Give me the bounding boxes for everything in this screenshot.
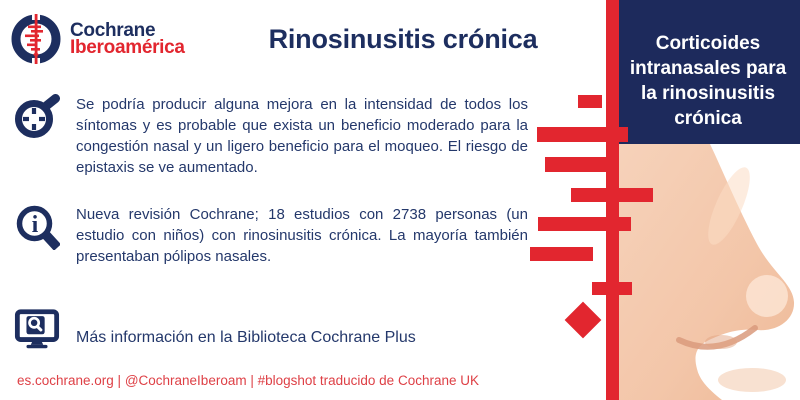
- forest-plot-bar: [537, 127, 628, 142]
- cochrane-logo-icon: [11, 13, 61, 65]
- side-panel: Corticoides intranasales para la rinosin…: [616, 0, 800, 144]
- brand-cochrane: Cochrane: [70, 20, 156, 41]
- more-info-section: Más información en la Biblioteca Cochran…: [14, 306, 530, 349]
- brand-iberoamerica: Iberoamérica: [70, 37, 185, 58]
- nose-photo: [617, 144, 800, 400]
- target-magnifier-icon: [15, 94, 60, 138]
- findings-section: Se podría producir alguna mejora en la i…: [14, 94, 530, 178]
- review-section: i Nueva revisión Cochrane; 18 estudios c…: [14, 204, 530, 267]
- svg-text:i: i: [32, 212, 39, 238]
- cochrane-logo: Cochrane Iberoamérica: [10, 13, 185, 65]
- forest-plot-bar: [578, 95, 602, 108]
- side-panel-title: Corticoides intranasales para la rinosin…: [629, 33, 787, 129]
- monitor-search-icon: [14, 309, 60, 349]
- findings-text: Se podría producir alguna mejora en la i…: [76, 96, 528, 176]
- footer-text: es.cochrane.org | @CochraneIberoam | #bl…: [17, 373, 479, 388]
- page-title: Rinosinusitis crónica: [268, 24, 538, 54]
- more-info-text: Más información en la Biblioteca Cochran…: [76, 329, 416, 346]
- nose-illustration: [617, 144, 800, 400]
- forest-plot-diamond: [564, 301, 602, 339]
- info-magnifier-icon: i: [16, 205, 60, 250]
- forest-plot-bar: [545, 157, 606, 172]
- forest-plot-bar: [530, 247, 593, 261]
- brand-name: Cochrane Iberoamérica: [70, 20, 185, 58]
- review-text: Nueva revisión Cochrane; 18 estudios con…: [76, 206, 528, 265]
